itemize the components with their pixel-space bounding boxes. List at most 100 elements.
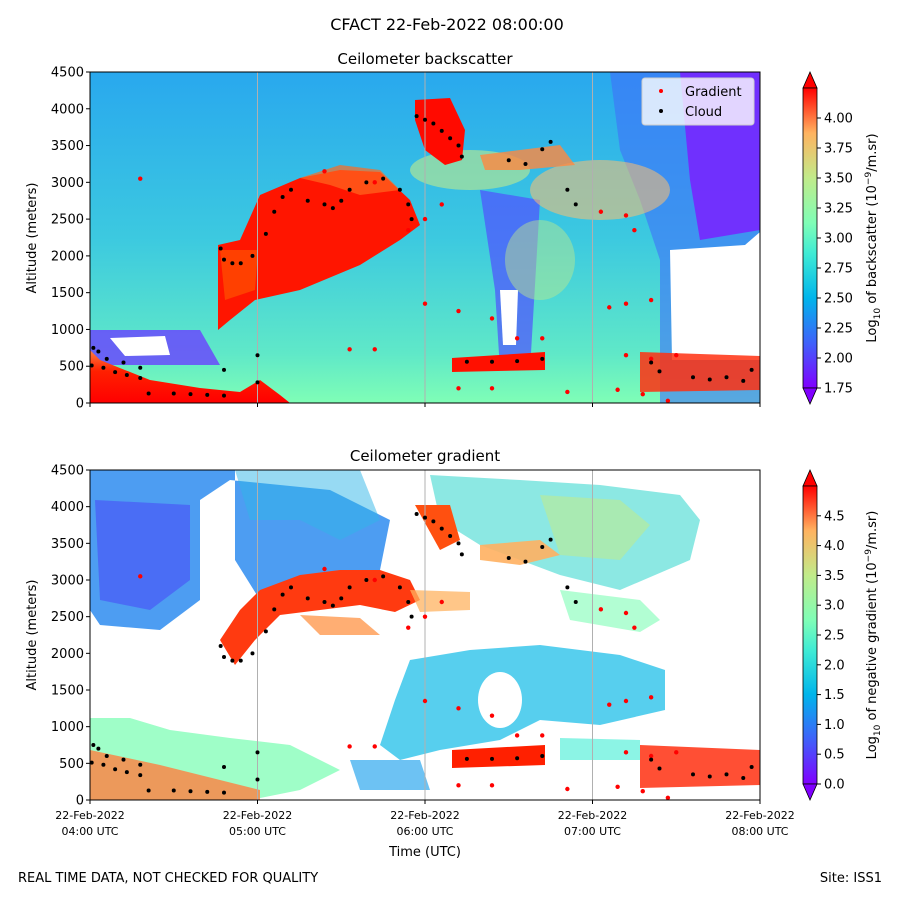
cloud-point — [409, 614, 414, 619]
colorbar-label-backscatter: Log10 of backscatter (10−9/m.sr) — [864, 133, 883, 342]
cloud-point — [263, 231, 268, 236]
gradient-point — [138, 176, 143, 181]
legend-cloud-marker — [659, 109, 663, 113]
cloud-point — [205, 789, 210, 794]
gradient-point — [489, 386, 495, 391]
cloud-point — [540, 356, 545, 361]
gradient-markers-panel-a — [138, 169, 679, 403]
y-tick-label: 2000 — [51, 647, 84, 662]
gradient-point — [439, 599, 444, 605]
cloud-point — [188, 392, 193, 397]
cloud-point — [218, 246, 223, 251]
cloud-point — [222, 393, 226, 398]
cloud-point — [724, 772, 729, 777]
gradient-point — [372, 744, 377, 749]
colorbar-tick-label: 3.50 — [824, 172, 853, 187]
cloud-point — [330, 603, 335, 608]
cloud-point — [222, 790, 226, 795]
cloud-point — [364, 180, 369, 185]
y-tick-label: 1000 — [51, 720, 84, 735]
colorbar-tick-label: 2.50 — [824, 292, 853, 307]
cloud-point — [506, 158, 511, 163]
legend-cloud-label: Cloud — [685, 105, 722, 120]
grid-lines-panel-a — [257, 72, 593, 403]
cloud-point — [339, 596, 344, 601]
gradient-point — [640, 789, 645, 794]
cloud-point — [573, 202, 578, 207]
y-tick-label: 3000 — [51, 176, 84, 191]
cloud-point — [104, 754, 109, 758]
gradient-point — [372, 577, 377, 583]
gradient-point — [665, 795, 671, 800]
y-tick-label: 4500 — [51, 66, 84, 81]
cloud-point — [565, 585, 570, 590]
gradient-point — [632, 625, 637, 630]
cloud-point — [749, 367, 754, 372]
x-tick-date: 22-Feb-2022 — [223, 809, 292, 822]
cloud-point — [280, 195, 285, 200]
cloud-point — [540, 545, 545, 549]
gradient-point — [648, 297, 654, 303]
gradient-point — [372, 347, 377, 352]
cloud-point — [255, 777, 260, 782]
y-tick-label: 500 — [59, 360, 84, 375]
gradient-point — [347, 744, 352, 749]
gradient-point — [422, 216, 428, 222]
cloud-point — [171, 788, 176, 793]
colorbar-tick-label: 3.25 — [824, 202, 853, 217]
legend-gradient-marker — [659, 89, 663, 93]
cloud-point — [96, 746, 101, 751]
gradient-point — [674, 352, 679, 358]
cloud-point — [222, 257, 226, 262]
y-ticks-gradient: 0 500 1000 1500 2000 2500 3000 3500 4000 4500 — [51, 464, 90, 809]
gradient-heatmap — [90, 470, 760, 800]
cloud-point — [409, 217, 414, 222]
gradient-point — [514, 336, 520, 341]
cloud-point — [459, 154, 464, 159]
figure-title: CFACT 22-Feb-2022 08:00:00 — [330, 15, 564, 34]
cloud-point — [124, 373, 129, 378]
cloud-point — [101, 762, 106, 767]
gradient-point — [623, 301, 629, 306]
gradient-point — [422, 614, 428, 619]
gradient-point — [623, 610, 629, 616]
cloud-point — [90, 760, 94, 765]
cloud-point — [406, 600, 411, 604]
cloud-point — [280, 592, 285, 597]
cloud-point — [515, 756, 520, 761]
cloud-point — [289, 187, 293, 192]
x-ticks-backscatter — [89, 403, 761, 407]
cloud-point — [205, 392, 210, 397]
gradient-point — [406, 625, 411, 630]
cloud-point — [406, 202, 411, 207]
colorbar-tick-label: 2.25 — [824, 322, 853, 337]
y-tick-label: 0 — [76, 397, 84, 412]
panel-title-gradient: Ceilometer gradient — [350, 447, 500, 465]
gradient-point — [456, 706, 461, 711]
cloud-point — [464, 359, 469, 364]
y-tick-label: 1500 — [51, 286, 84, 301]
cloud-point — [456, 541, 461, 546]
cloud-point — [431, 121, 436, 126]
gradient-point — [607, 702, 612, 707]
cloud-markers-panel-a — [90, 114, 754, 398]
cloud-point — [255, 353, 260, 358]
cloud-point — [121, 757, 126, 762]
gradient-point — [422, 698, 428, 704]
cloud-point — [691, 375, 695, 380]
cloud-point — [222, 367, 226, 372]
cloud-point — [238, 261, 243, 266]
colorbar-tick-label: 2.00 — [824, 352, 853, 367]
cloud-point — [124, 770, 129, 775]
cloud-point — [222, 655, 226, 659]
gradient-point — [674, 750, 679, 755]
gradient-point — [514, 733, 520, 738]
cloud-point — [138, 375, 143, 380]
y-tick-label: 1000 — [51, 323, 84, 338]
colorbar-label-gradient: Log10 of negative gradient (10−9/m.sr) — [864, 511, 883, 760]
cloud-point — [423, 515, 427, 520]
cloud-point — [138, 365, 143, 370]
cloud-point — [397, 585, 402, 590]
cloud-point — [146, 788, 151, 793]
colorbar-tick-label: 1.5 — [824, 688, 845, 703]
